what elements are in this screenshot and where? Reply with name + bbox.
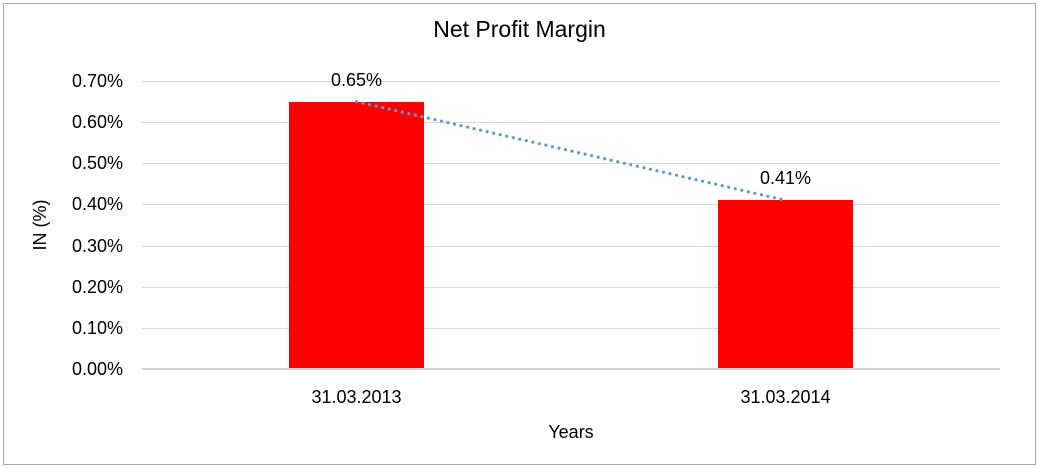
bar [289,101,424,369]
bar-data-label: 0.65% [330,69,383,90]
bar-data-label: 0.41% [759,168,812,189]
gridline [142,204,1000,206]
gridline [142,245,1000,247]
gridline [142,286,1000,288]
trendline-dotted [354,100,788,202]
x-tick-label: 31.03.2014 [740,387,831,407]
y-tick-label: 0.60% [71,112,123,133]
chart-title: Net Profit Margin [433,16,606,42]
y-tick-label: 0.00% [71,359,123,379]
y-tick-label: 0.50% [71,153,123,174]
gridline [142,81,1000,82]
x-tick-label: 31.03.2013 [311,387,402,407]
y-tick-label: 0.40% [71,194,123,215]
y-tick-label: 0.30% [71,235,123,256]
y-tick-label: 0.20% [71,276,123,297]
gridline [142,327,1000,329]
x-axis-title: Years [548,422,594,442]
y-tick-label: 0.70% [71,71,123,91]
trendline [354,100,788,202]
plot-area: 0.65% 0.41% [142,71,1000,370]
y-tick-label: 0.10% [71,317,123,338]
x-axis-line [142,368,1000,370]
bar [718,200,853,369]
gridline [142,163,1000,165]
gridline [142,122,1000,124]
